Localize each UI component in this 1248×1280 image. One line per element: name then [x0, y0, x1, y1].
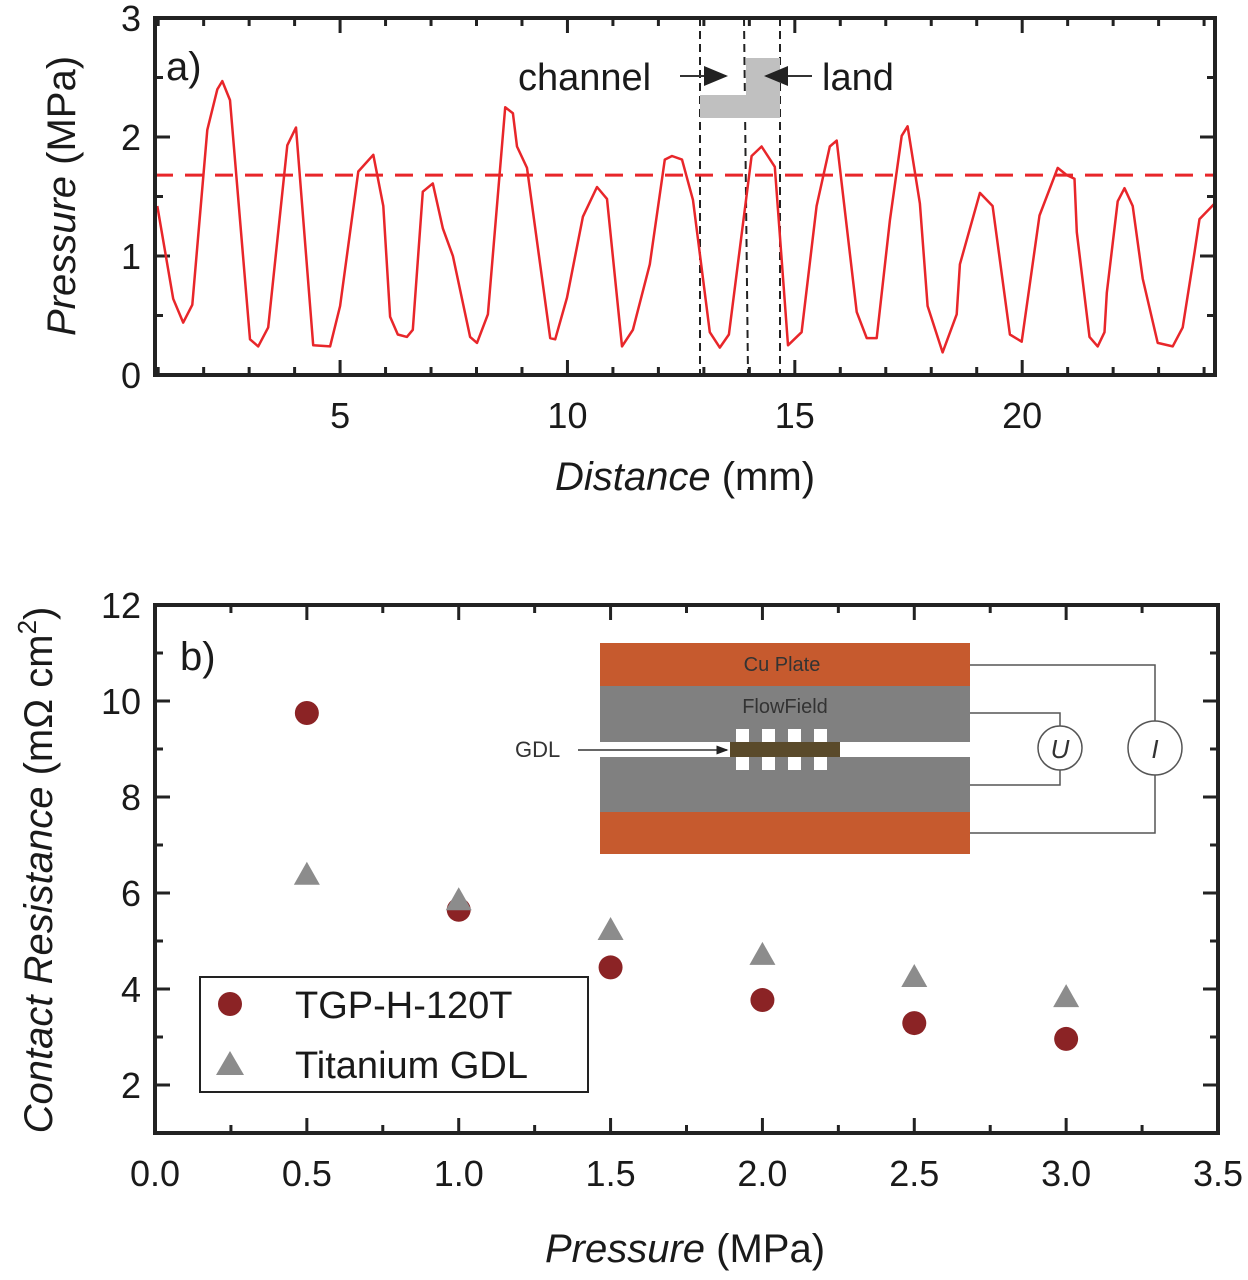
- x-tick-label: 3.5: [1193, 1153, 1243, 1194]
- channel-land-profile: [700, 58, 780, 118]
- cu-plate-bottom: [600, 812, 970, 854]
- data-point-tgp-h-120t: [1054, 1026, 1079, 1051]
- voltage-wire: [970, 712, 1061, 786]
- x-tick-label: 0.5: [282, 1153, 332, 1194]
- channel-gap-top: [736, 729, 749, 742]
- y-axis-title-a-unit: (MPa): [40, 56, 84, 165]
- y-tick-label: 0: [121, 355, 141, 396]
- data-point-titanium-gdl: [749, 941, 776, 965]
- y-tick-label: 4: [121, 969, 141, 1010]
- x-tick-label: 0.0: [130, 1153, 180, 1194]
- ammeter-label: I: [1151, 734, 1158, 764]
- y-axis-title-a-main: Pressure: [40, 176, 84, 336]
- y-tick-label: 3: [121, 0, 141, 39]
- data-point-titanium-gdl: [901, 964, 928, 987]
- y-tick-label: 2: [121, 117, 141, 158]
- y-tick-label: 10: [101, 681, 141, 722]
- inset-schematic: Cu Plate FlowField GDL U I: [515, 643, 1183, 854]
- panel-a: channel land a) Distance (mm) Pressure (…: [40, 0, 1217, 499]
- panel-b: Cu Plate FlowField GDL U I TGP-H-120T Ti…: [12, 585, 1243, 1271]
- channel-gap-top: [814, 729, 827, 742]
- channel-gap-bottom: [814, 757, 827, 770]
- gdl-label: GDL: [515, 737, 560, 762]
- x-tick-label: 5: [330, 395, 350, 436]
- x-axis-title-a-unit: (mm): [722, 455, 815, 499]
- pressure-profile-line: [156, 79, 1216, 354]
- y-axis-title-a: Pressure (MPa): [40, 56, 84, 336]
- x-axis-title-b-main: Pressure: [545, 1227, 705, 1271]
- legend: TGP-H-120T Titanium GDL: [199, 976, 589, 1093]
- flowfield-channels: [736, 729, 827, 770]
- y-axis-title-b-close: ): [17, 607, 61, 620]
- legend-box: [199, 976, 589, 1093]
- channel-gap-top: [762, 729, 775, 742]
- panel-a-label: a): [166, 45, 202, 89]
- y-tick-label: 1: [121, 236, 141, 277]
- data-point-titanium-gdl: [597, 916, 624, 940]
- data-point-tgp-h-120t: [902, 1011, 927, 1036]
- legend-label-titanium: Titanium GDL: [295, 1045, 528, 1087]
- legend-label-tgp: TGP-H-120T: [295, 985, 512, 1027]
- x-tick-label: 2.5: [889, 1153, 939, 1194]
- x-axis-title-a-main: Distance: [555, 455, 711, 499]
- x-tick-label: 10: [547, 395, 587, 436]
- flowfield-label: FlowField: [742, 696, 828, 718]
- x-tick-label: 1.5: [586, 1153, 636, 1194]
- channel-gap-bottom: [788, 757, 801, 770]
- data-point-tgp-h-120t: [294, 701, 319, 725]
- y-tick-label: 2: [121, 1065, 141, 1106]
- panel-b-label: b): [180, 635, 216, 679]
- data-point-tgp-h-120t: [598, 955, 623, 980]
- voltmeter-label: U: [1051, 734, 1070, 764]
- gdl-layer: [730, 742, 840, 757]
- x-tick-label: 20: [1002, 395, 1042, 436]
- land-label: land: [822, 57, 894, 99]
- current-wire: [970, 664, 1156, 834]
- channel-label: channel: [518, 57, 651, 99]
- data-point-tgp-h-120t: [750, 988, 775, 1013]
- y-tick-label: 6: [121, 873, 141, 914]
- channel-gap-bottom: [736, 757, 749, 770]
- x-axis-title-a: Distance (mm): [555, 455, 815, 499]
- x-axis-title-b-unit: (MPa): [716, 1227, 825, 1271]
- y-tick-label: 12: [101, 585, 141, 626]
- plot-frame-a: [153, 16, 1217, 377]
- flowfield-top: [600, 686, 970, 742]
- data-point-titanium-gdl: [445, 887, 472, 911]
- y-axis-title-b-main: Contact Resistance: [17, 787, 61, 1134]
- voltmeter-icon: [1037, 725, 1083, 771]
- x-axis-title-b: Pressure (MPa): [545, 1227, 825, 1271]
- land-center-line: [743, 17, 749, 376]
- x-tick-label: 1.0: [434, 1153, 484, 1194]
- x-tick-label: 15: [775, 395, 815, 436]
- x-tick-label: 2.0: [737, 1153, 787, 1194]
- channel-gap-bottom: [762, 757, 775, 770]
- legend-marker-circle: [218, 992, 242, 1016]
- ammeter-icon: [1127, 720, 1183, 776]
- x-tick-label: 3.0: [1041, 1153, 1091, 1194]
- plot-frame-b: [153, 603, 1220, 1135]
- y-axis-title-b-sup: 2: [12, 620, 42, 634]
- y-axis-title-b-unit: (mΩ cm: [17, 634, 61, 775]
- flowfield-bottom: [600, 757, 970, 812]
- cu-plate-label: Cu Plate: [744, 654, 821, 676]
- data-point-titanium-gdl: [293, 861, 320, 885]
- legend-marker-triangle: [216, 1051, 244, 1075]
- cu-plate-top: [600, 643, 970, 686]
- y-tick-label: 8: [121, 777, 141, 818]
- channel-gap-top: [788, 729, 801, 742]
- data-point-titanium-gdl: [1053, 984, 1080, 1008]
- y-axis-title-b: Contact Resistance (mΩ cm2): [12, 607, 61, 1134]
